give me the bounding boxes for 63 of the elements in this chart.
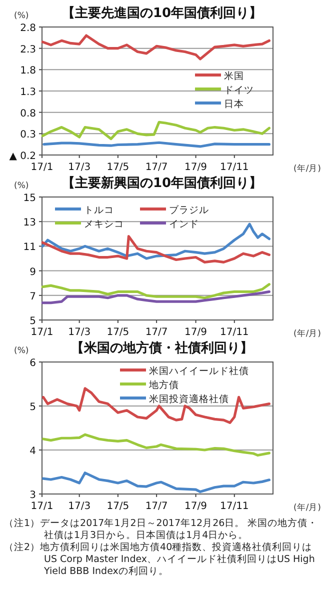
text: （注1）データは2017年1月2日～2017年12月26日。 米国の地方債・社債は1月3日から。日本国債は1月4日から。 — [4, 518, 318, 542]
line-series — [41, 120, 270, 140]
line-series — [41, 283, 270, 300]
legend-label: メキシコ — [84, 219, 124, 230]
y-tick-label: 2.3 — [20, 44, 36, 56]
y-tick-label: 5 — [30, 316, 36, 327]
y-axis-title: (%) — [14, 181, 29, 191]
chart-title: 【主要先進国の10年国債利回り】 — [62, 5, 262, 21]
legend-label: 米国 — [224, 70, 244, 82]
legend-label: ドイツ — [224, 85, 254, 96]
y-tick-label: 9 — [30, 266, 36, 278]
chart-title: 【米国の地方債・社債利回り】 — [71, 340, 253, 356]
x-tick-label: 17/5 — [106, 162, 130, 173]
y-axis-title: (%) — [14, 346, 29, 356]
legend-label: ブラジル — [169, 204, 209, 216]
y-tick-label: 7 — [30, 291, 36, 302]
x-axis-title: (年/月) — [294, 163, 321, 174]
x-axis-title: (年/月) — [294, 502, 321, 513]
line-series — [41, 235, 270, 264]
legend-label: 日本 — [224, 98, 244, 110]
legend-label: 地方債 — [148, 379, 179, 391]
x-tick-label: 17/9 — [184, 162, 208, 173]
x-tick-label: 17/7 — [145, 162, 168, 173]
x-tick-label: 17/9 — [184, 327, 208, 338]
x-tick-label: 17/11 — [220, 501, 249, 512]
y-tick-label: 11 — [23, 242, 36, 254]
y-tick-label: 1.8 — [20, 66, 36, 77]
x-tick-label: 17/1 — [30, 327, 54, 338]
y-tick-label: 1.3 — [20, 87, 36, 98]
legend-label: 米国ハイイールド社債 — [149, 365, 249, 377]
x-tick-label: 17/11 — [220, 162, 249, 173]
x-tick-label: 17/3 — [68, 501, 91, 512]
y-tick-label: 15 — [23, 193, 36, 204]
x-tick-label: 17/1 — [30, 162, 54, 173]
y-tick-label: 4 — [30, 446, 36, 457]
x-tick-label: 17/11 — [220, 327, 249, 338]
y-tick-label: ▲ 0.2 — [9, 151, 36, 162]
x-axis-title: (年/月) — [294, 328, 321, 339]
y-axis-title: (%) — [14, 11, 29, 21]
y-tick-label: 0.3 — [20, 130, 36, 141]
x-tick-label: 17/7 — [145, 501, 168, 512]
chart-title: 【主要新興国の10年国債利回り】 — [62, 175, 262, 191]
x-tick-label: 17/5 — [106, 501, 130, 512]
text: （注2）地方債利回りは米国地方債40種指数、投資適格社債利回りはUS Corp Master Index、ハイイールド社債利回りはUS High Yield BBB Indexの利回り。 — [4, 542, 316, 578]
line-series — [41, 34, 270, 60]
y-tick-label: 6 — [30, 358, 36, 369]
line-series — [41, 290, 270, 304]
line-series — [42, 433, 270, 457]
legend-label: トルコ — [84, 205, 114, 216]
y-tick-label: 13 — [23, 218, 36, 229]
line-series — [42, 472, 270, 494]
x-tick-label: 17/5 — [106, 327, 130, 338]
x-tick-label: 17/7 — [145, 327, 168, 338]
legend-label: インド — [169, 219, 199, 230]
x-tick-label: 17/1 — [30, 501, 54, 512]
y-tick-label: 0.8 — [20, 108, 36, 120]
legend-label: 米国投資適格社債 — [149, 393, 229, 405]
x-tick-label: 17/3 — [68, 327, 91, 338]
y-tick-label: 3 — [30, 490, 36, 501]
y-tick-label: 5 — [30, 402, 36, 413]
x-tick-label: 17/3 — [68, 162, 91, 173]
x-tick-label: 17/9 — [184, 501, 208, 512]
y-tick-label: 2.8 — [20, 23, 36, 34]
